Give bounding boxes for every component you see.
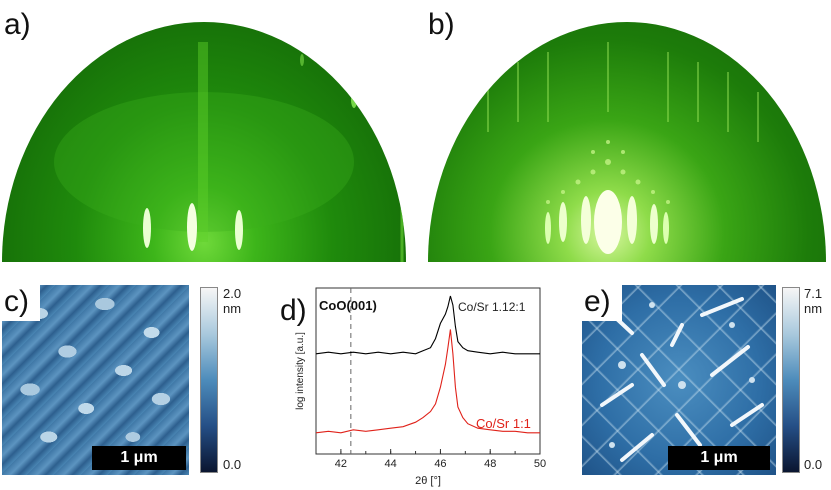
panel-c: c) 1 μm 2.0 nm 0.0 bbox=[0, 285, 270, 485]
x-tick-label: 42 bbox=[335, 458, 347, 470]
colorbar-max-e: 7.1 bbox=[804, 286, 823, 301]
series-line-0 bbox=[315, 295, 540, 355]
x-axis-label: 2θ [°] bbox=[415, 475, 441, 487]
scalebar-c: 1 μm bbox=[92, 446, 186, 470]
colorbar-e bbox=[782, 287, 800, 473]
colorbar-max-c: 2.0 bbox=[223, 286, 242, 301]
colorbar-min-c: 0.0 bbox=[223, 457, 242, 472]
legend-label-black: Co/Sr 1.12:1 bbox=[458, 300, 526, 314]
panel-e: e) 1 μm 7.1 nm 0.0 bbox=[582, 285, 831, 485]
panel-d: d) CoO(001) 42 44 46 48 50 2θ [°] log intens… bbox=[280, 280, 570, 490]
xrd-chart: CoO(001) 42 44 46 48 50 2θ [°] log intensity… bbox=[295, 287, 546, 487]
reference-line-label: CoO(001) bbox=[319, 298, 377, 313]
colorbar-unit-c: nm bbox=[223, 301, 242, 316]
series-group bbox=[315, 295, 540, 434]
panel-label-a: a) bbox=[4, 8, 31, 41]
rheed-streaks-a bbox=[31, 42, 404, 262]
x-tick-label: 46 bbox=[434, 458, 446, 470]
colorbar-c bbox=[200, 287, 218, 473]
panel-label-b: b) bbox=[428, 8, 455, 41]
rheed-streaks-b bbox=[487, 42, 759, 254]
x-tick-label: 44 bbox=[385, 458, 397, 470]
panel-label-d: d) bbox=[280, 294, 307, 327]
x-tick-label: 50 bbox=[534, 458, 546, 470]
x-tick-label: 48 bbox=[484, 458, 496, 470]
legend-label-red: Co/Sr 1:1 bbox=[476, 416, 531, 431]
scalebar-e: 1 μm bbox=[668, 446, 770, 470]
y-axis-label: log intensity [a.u.] bbox=[295, 332, 306, 410]
series-line-1 bbox=[315, 329, 540, 434]
colorbar-unit-e: nm bbox=[804, 301, 823, 316]
panel-a: a) bbox=[0, 0, 410, 262]
plot-frame bbox=[315, 287, 541, 455]
x-axis: 42 44 46 48 50 bbox=[315, 449, 546, 470]
colorbar-min-e: 0.0 bbox=[804, 457, 823, 472]
panel-label-c: c) bbox=[0, 285, 40, 321]
rheed-image-a bbox=[2, 22, 406, 262]
rheed-image-b bbox=[428, 22, 826, 262]
panel-label-e: e) bbox=[582, 285, 622, 321]
panel-b: b) bbox=[420, 0, 830, 262]
